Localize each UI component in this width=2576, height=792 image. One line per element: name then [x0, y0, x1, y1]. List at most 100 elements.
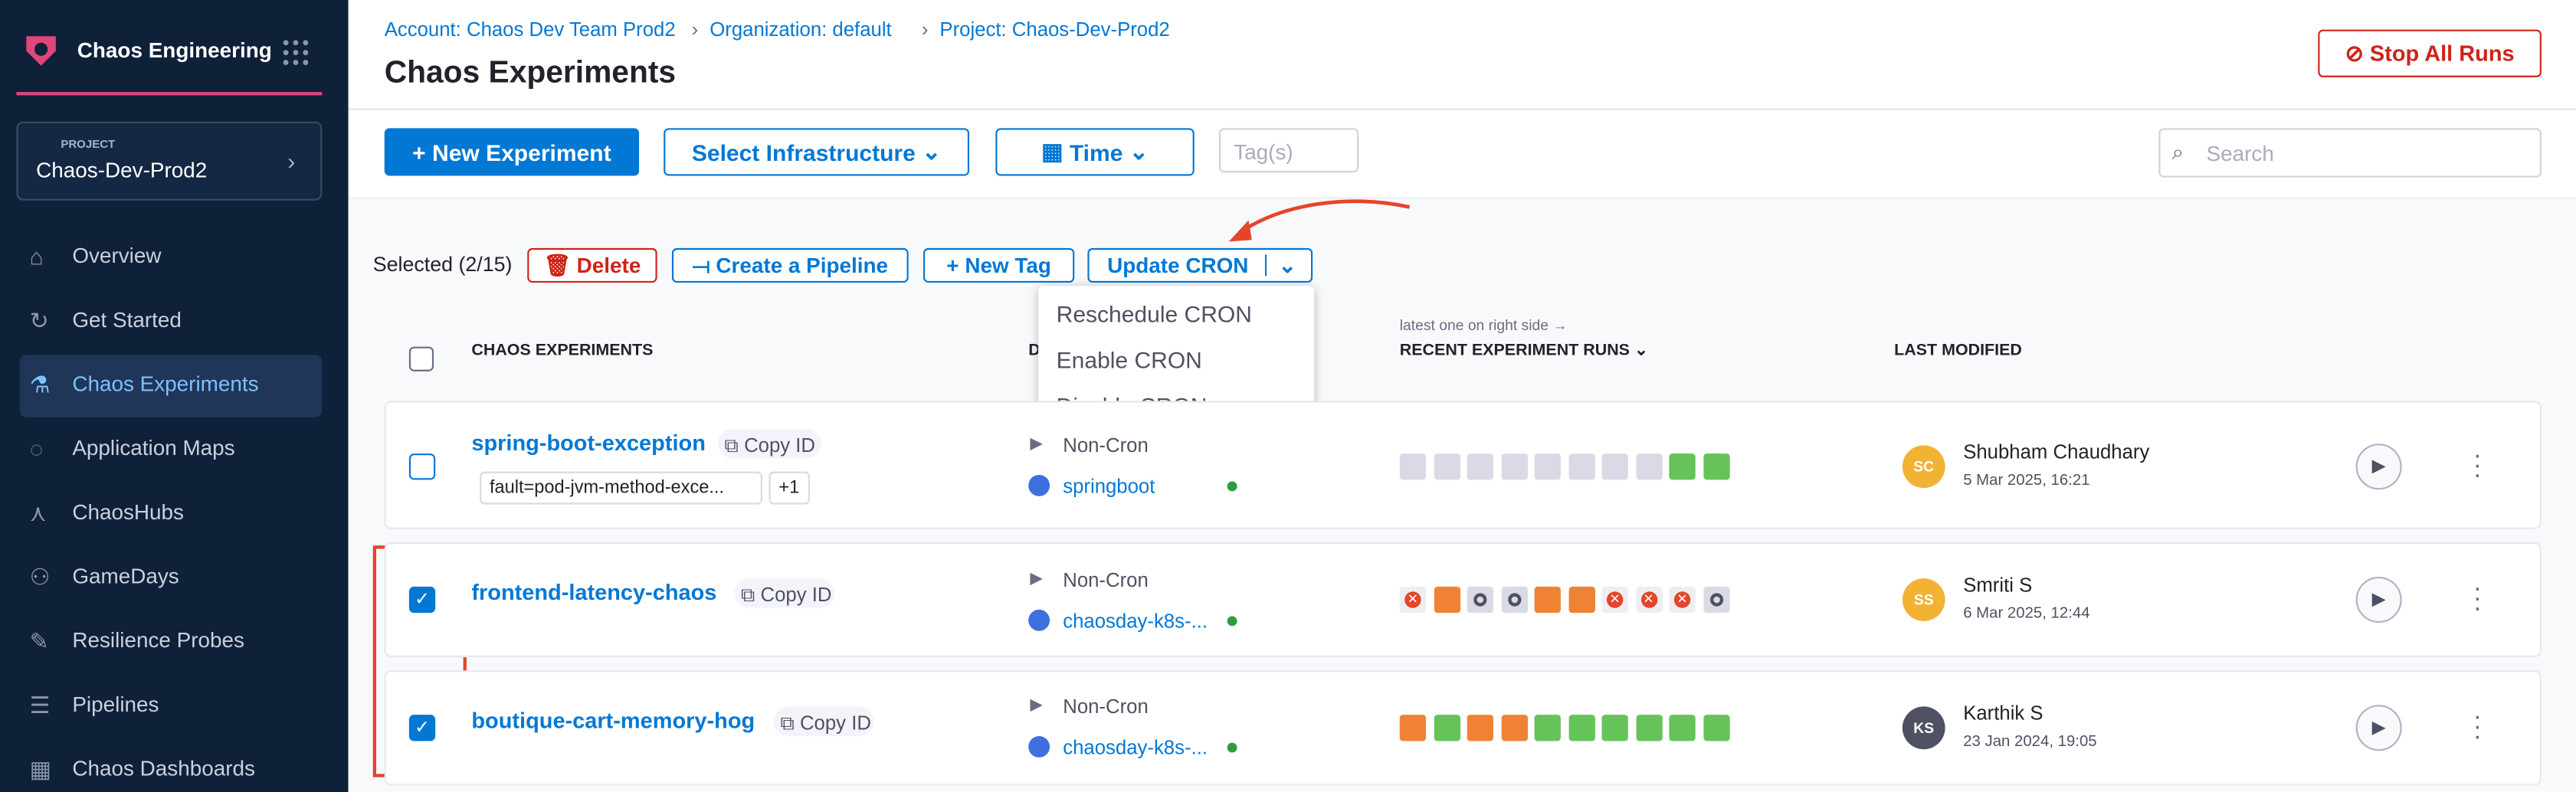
- run-status[interactable]: ✕: [1601, 586, 1628, 614]
- row-checkbox[interactable]: ✓: [408, 715, 436, 741]
- apps-icon[interactable]: [283, 39, 309, 65]
- update-cron-button[interactable]: Update CRON ⌄: [1087, 247, 1313, 283]
- user-name: Smriti S: [1963, 573, 2033, 597]
- nav-icon: ▦: [29, 755, 51, 783]
- breadcrumb[interactable]: Organization: default: [710, 18, 892, 41]
- nav-item[interactable]: Application Maps: [72, 435, 235, 460]
- run-button[interactable]: ▶: [2355, 705, 2402, 751]
- label: Update CRON: [1107, 253, 1249, 278]
- run-status[interactable]: [1467, 586, 1493, 614]
- label: New Tag: [965, 253, 1051, 278]
- nav-icon: ✎: [29, 627, 49, 654]
- row-checkbox[interactable]: ✓: [408, 586, 436, 614]
- nav-item[interactable]: ChaosHubs: [72, 499, 185, 525]
- schedule-icon: ▶: [1030, 435, 1043, 454]
- delete-button[interactable]: 🗑 Delete: [527, 247, 657, 283]
- tag: fault=pod-jvm-method-exce...: [489, 478, 725, 498]
- copy-id: ⧉ Copy ID: [780, 711, 871, 735]
- select-all-checkbox[interactable]: [408, 346, 434, 371]
- run-status[interactable]: [1703, 586, 1729, 614]
- nav-item[interactable]: Chaos Experiments: [72, 371, 259, 396]
- run-status[interactable]: [1500, 715, 1527, 741]
- run-status[interactable]: [1500, 586, 1527, 614]
- run-status[interactable]: ✕: [1399, 586, 1427, 614]
- row-checkbox[interactable]: [408, 453, 436, 480]
- copy-id-pill[interactable]: [717, 428, 822, 459]
- time-filter[interactable]: ▦ Time ⌄: [995, 128, 1195, 176]
- experiment-name[interactable]: frontend-latency-chaos: [471, 580, 717, 605]
- run-status[interactable]: [1500, 453, 1527, 480]
- run-status[interactable]: [1467, 453, 1493, 480]
- menu-item[interactable]: Reschedule CRON: [1056, 300, 1252, 327]
- nav-item[interactable]: Get Started: [72, 307, 182, 332]
- nav-item[interactable]: Resilience Probes: [72, 627, 245, 653]
- more-menu[interactable]: · · ·: [2473, 703, 2482, 751]
- project-selector[interactable]: [16, 121, 323, 201]
- run-status[interactable]: [1635, 715, 1662, 741]
- tag: +1: [778, 478, 800, 498]
- experiment-name[interactable]: boutique-cart-memory-hog: [471, 708, 755, 733]
- menu-item[interactable]: Enable CRON: [1056, 346, 1202, 373]
- run-status[interactable]: [1635, 453, 1662, 480]
- run-status[interactable]: [1433, 453, 1460, 480]
- run-status[interactable]: [1703, 715, 1729, 741]
- copy-id-pill[interactable]: [773, 706, 874, 737]
- infrastructure[interactable]: chaosday-k8s-...: [1063, 736, 1208, 760]
- infrastructure[interactable]: chaosday-k8s-...: [1063, 609, 1208, 633]
- more-menu[interactable]: · · ·: [2473, 574, 2482, 623]
- chevron: ›: [287, 148, 296, 175]
- stop-all-runs[interactable]: ⊘ Stop All Runs: [2318, 29, 2542, 77]
- new-tag-button[interactable]: + New Tag: [923, 247, 1075, 283]
- experiment-name[interactable]: spring-boot-exception: [471, 430, 706, 456]
- run-status[interactable]: [1568, 586, 1594, 614]
- run-button[interactable]: ▶: [2355, 443, 2402, 490]
- infrastructure[interactable]: springboot: [1063, 474, 1155, 498]
- run-status[interactable]: [1399, 715, 1427, 741]
- search-placeholder: Search: [2206, 141, 2274, 166]
- new-experiment[interactable]: + New Experiment: [384, 128, 640, 176]
- run-status[interactable]: [1601, 453, 1628, 480]
- tags-input[interactable]: [1218, 128, 1359, 173]
- nav-item[interactable]: Pipelines: [72, 692, 159, 717]
- copy-id-pill[interactable]: [734, 578, 835, 608]
- breadcrumb[interactable]: Account: Chaos Dev Team Prod2: [384, 18, 676, 41]
- run-status[interactable]: [1669, 453, 1696, 480]
- runs-hint: latest one on right side →: [1399, 317, 1568, 334]
- tag-chip: [769, 471, 811, 505]
- run-status[interactable]: ✕: [1669, 586, 1696, 614]
- select-infrastructure[interactable]: Select Infrastructure ⌄: [664, 128, 970, 176]
- initials: SC: [1913, 458, 1935, 475]
- run-button[interactable]: ▶: [2355, 576, 2402, 623]
- run-status[interactable]: [1669, 715, 1696, 741]
- run-status[interactable]: [1568, 715, 1594, 741]
- run-status[interactable]: [1433, 715, 1460, 741]
- run-status[interactable]: [1433, 586, 1460, 614]
- breadcrumb[interactable]: Project: Chaos-Dev-Prod2: [939, 18, 1170, 41]
- column-header[interactable]: RECENT EXPERIMENT RUNS ⌄: [1399, 342, 1648, 360]
- run-status[interactable]: [1467, 715, 1493, 741]
- run-status[interactable]: [1568, 453, 1594, 480]
- run-status[interactable]: [1534, 715, 1561, 741]
- run-status[interactable]: [1534, 453, 1561, 480]
- nav-item[interactable]: Overview: [72, 243, 162, 268]
- avatar: SC: [1902, 445, 1945, 489]
- run-status[interactable]: ✕: [1635, 586, 1662, 614]
- run-status[interactable]: [1601, 715, 1628, 741]
- avatar: KS: [1902, 706, 1945, 750]
- schedule: Non-Cron: [1063, 695, 1149, 718]
- run-status[interactable]: [1399, 453, 1427, 480]
- initials: SS: [1913, 591, 1934, 608]
- run-status[interactable]: [1534, 586, 1561, 614]
- more-menu[interactable]: · · ·: [2473, 442, 2482, 490]
- header-divider: [348, 108, 2576, 110]
- nav-icon: ◌: [29, 435, 44, 462]
- search-input[interactable]: [2158, 128, 2542, 178]
- module-name: Chaos Engineering: [77, 38, 272, 63]
- label: Create a Pipeline: [716, 253, 889, 278]
- create-pipeline-button[interactable]: ⟞ Create a Pipeline: [671, 247, 909, 283]
- run-status[interactable]: [1703, 453, 1729, 480]
- copy-id: ⧉ Copy ID: [724, 434, 816, 457]
- nav-item[interactable]: Chaos Dashboards: [72, 755, 255, 781]
- nav-item[interactable]: GameDays: [72, 563, 179, 588]
- copy-id-label: Copy ID: [799, 711, 871, 735]
